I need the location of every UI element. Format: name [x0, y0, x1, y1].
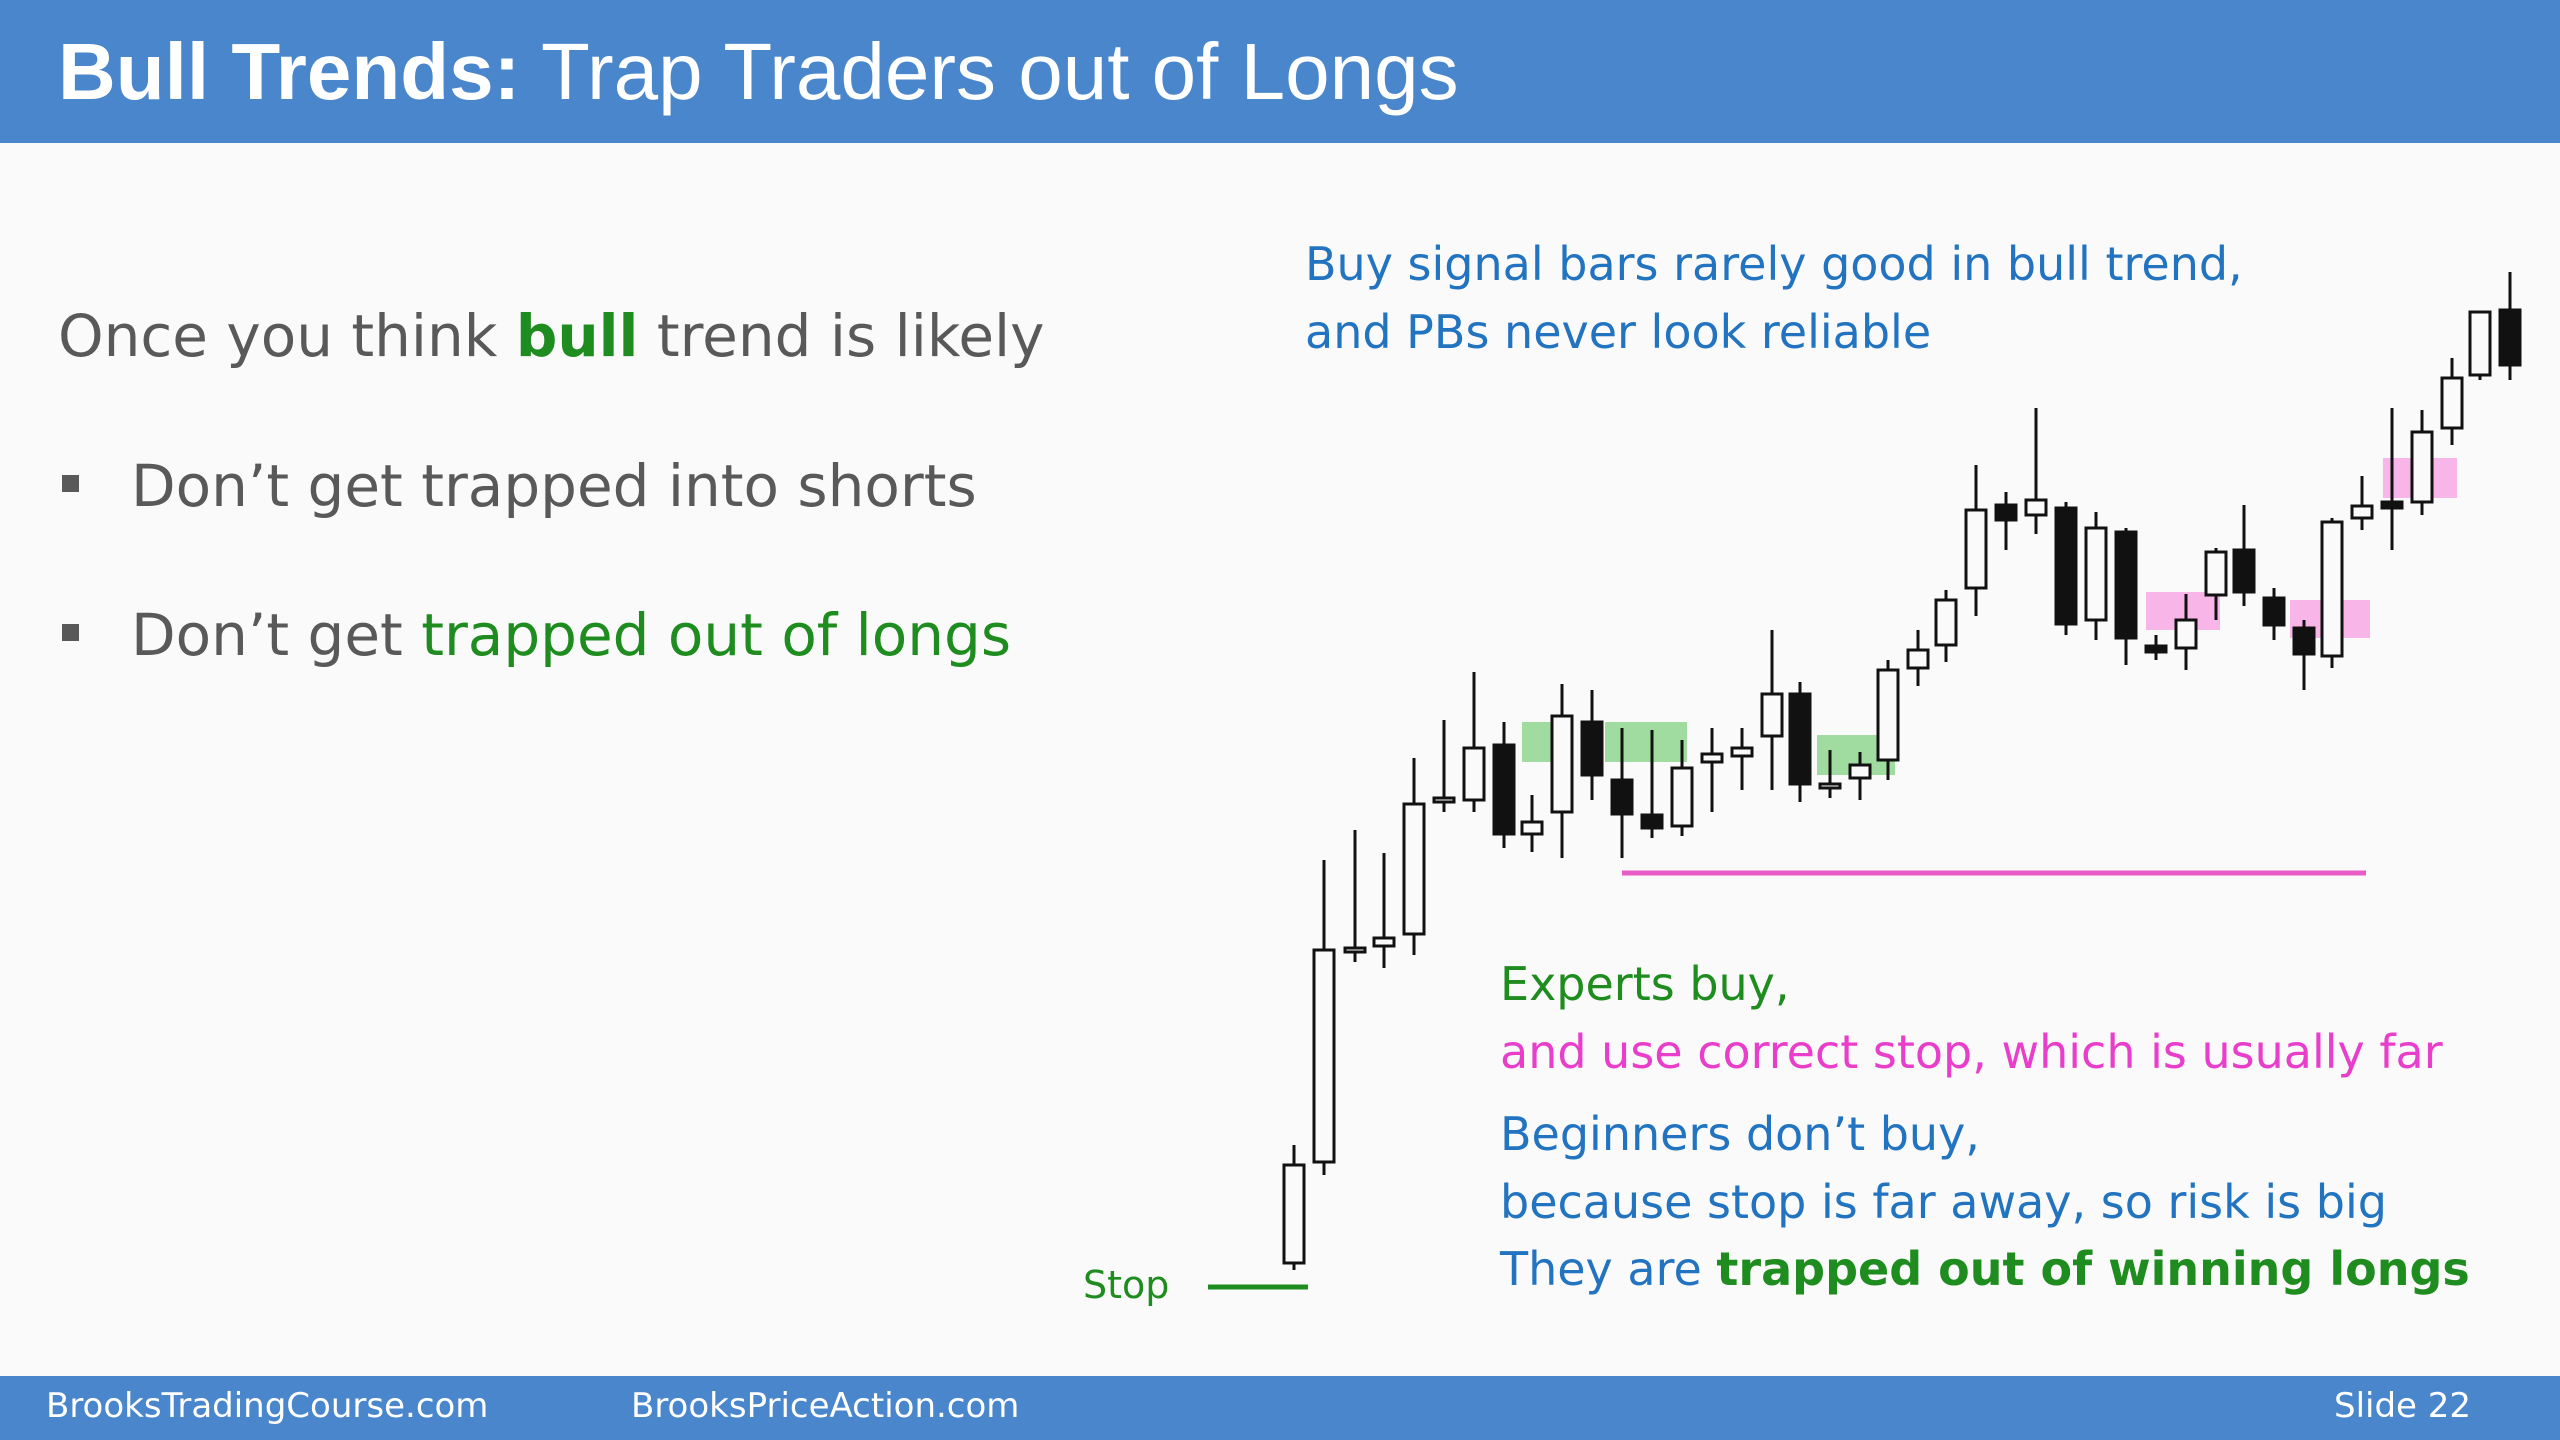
candle-body [1580, 720, 1604, 777]
title-bar [0, 0, 2560, 143]
note-trapped-before: They are [1500, 1242, 1717, 1296]
candle-body [1848, 763, 1872, 780]
footer-bar [0, 1376, 2560, 1440]
candle-body [2410, 430, 2434, 504]
candle-body [1788, 692, 1812, 786]
intro-after: trend is likely [638, 302, 1045, 370]
candle-body [1730, 746, 1754, 758]
candle-body [2262, 596, 2286, 627]
candlesticks [1282, 272, 2522, 1270]
stop-label: Stop [1083, 1263, 1170, 1307]
note-trapped-highlight: trapped out of winning longs [1716, 1242, 2470, 1296]
bullet-item: Don’t get trapped into shorts [62, 446, 977, 526]
slide-number: Slide 22 [2334, 1386, 2472, 1426]
candle-body [2084, 526, 2108, 622]
note-stop-far: and use correct stop, which is usually f… [1500, 1025, 2443, 1079]
highlight-zones [1522, 458, 2457, 775]
bullet-square-icon [62, 624, 79, 642]
candle-body [1876, 668, 1900, 762]
candle-body [1700, 752, 1724, 764]
candle-body [1550, 714, 1574, 814]
note-line: because stop is far away, so risk is big [1500, 1175, 2387, 1229]
candle-body [1640, 813, 1664, 830]
note-trapped: They are trapped out of winning longs [1500, 1235, 2470, 1303]
candle-body [2468, 310, 2492, 377]
footer-left-link[interactable]: BrooksTradingCourse.com [46, 1386, 489, 1426]
candle-body [1994, 503, 2018, 522]
candle-body [2204, 550, 2228, 597]
intro-line: Once you think bull trend is likely [58, 296, 1045, 376]
candle-body [2114, 530, 2138, 640]
candle-body [2320, 520, 2344, 658]
note-line: Buy signal bars rarely good in bull tren… [1305, 237, 2243, 291]
candle-body [1906, 648, 1930, 670]
intro-before: Once you think [58, 302, 516, 370]
candle-body [2380, 500, 2404, 510]
footer-middle-link[interactable]: BrooksPriceAction.com [631, 1386, 1020, 1426]
title-bold: Bull Trends: [58, 27, 521, 116]
candle-body [1818, 782, 1842, 790]
candle-body [1402, 802, 1426, 936]
candle-body [1492, 743, 1516, 836]
candle-body [1462, 746, 1486, 802]
candle-body [2054, 506, 2078, 626]
bullet-text: Don’t get trapped into shorts [131, 452, 977, 520]
candle-body [2498, 308, 2522, 367]
candle-body [1343, 946, 1367, 954]
candle-body [1372, 936, 1396, 948]
slide-title: Bull Trends: Trap Traders out of Longs [58, 22, 1459, 122]
candle-body [1312, 948, 1336, 1164]
bullet-text: Don’t get [131, 601, 422, 669]
candle-body [2024, 498, 2048, 517]
note-beginners: Beginners don’t buy, because stop is far … [1500, 1100, 2387, 1236]
candle-body [2440, 376, 2464, 430]
candle-body [1520, 820, 1544, 836]
candle-body [1432, 796, 1456, 804]
intro-highlight: bull [515, 302, 639, 370]
candle-body [2350, 504, 2374, 520]
candle-body [1610, 778, 1634, 816]
note-experts: Experts buy, [1500, 957, 1790, 1011]
candle-body [2174, 618, 2198, 650]
candle-body [1760, 692, 1784, 738]
candle-body [1282, 1163, 1306, 1265]
note-line: and PBs never look reliable [1305, 305, 1932, 359]
title-rest: Trap Traders out of Longs [520, 27, 1459, 116]
note-buy-signal: Buy signal bars rarely good in bull tren… [1305, 230, 2243, 366]
candle-body [2144, 644, 2168, 654]
bullet-square-icon [62, 475, 79, 493]
candle-body [1964, 508, 1988, 590]
candle-body [2232, 548, 2256, 594]
note-line: Beginners don’t buy, [1500, 1107, 1980, 1161]
bullet-highlight: trapped out of longs [421, 601, 1012, 669]
candle-body [1670, 766, 1694, 828]
candle-body [1934, 598, 1958, 647]
bullet-item: Don’t get trapped out of longs [62, 595, 1011, 675]
highlight-zone [1605, 722, 1687, 762]
candle-body [2292, 626, 2316, 656]
